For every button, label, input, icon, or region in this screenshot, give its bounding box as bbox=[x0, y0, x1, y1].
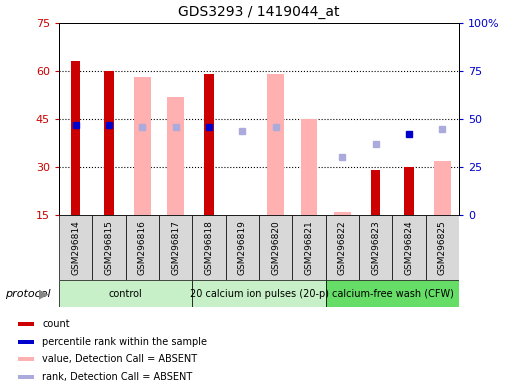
Text: GSM296824: GSM296824 bbox=[405, 220, 413, 275]
Text: control: control bbox=[109, 289, 143, 299]
Bar bbox=[404, 167, 414, 215]
Bar bbox=[71, 61, 81, 215]
Bar bbox=[434, 161, 451, 215]
Bar bbox=[192, 215, 226, 280]
Bar bbox=[17, 340, 34, 344]
Text: GSM296825: GSM296825 bbox=[438, 220, 447, 275]
Bar bbox=[92, 215, 126, 280]
Bar bbox=[17, 357, 34, 361]
Text: GSM296820: GSM296820 bbox=[271, 220, 280, 275]
Bar bbox=[226, 215, 259, 280]
Text: GSM296823: GSM296823 bbox=[371, 220, 380, 275]
Text: calcium-free wash (CFW): calcium-free wash (CFW) bbox=[331, 289, 453, 299]
Text: GSM296815: GSM296815 bbox=[105, 220, 113, 275]
Title: GDS3293 / 1419044_at: GDS3293 / 1419044_at bbox=[179, 5, 340, 19]
Bar bbox=[359, 215, 392, 280]
Bar bbox=[159, 215, 192, 280]
Bar bbox=[134, 78, 151, 215]
Text: count: count bbox=[42, 319, 70, 329]
Bar bbox=[17, 375, 34, 379]
Text: ▶: ▶ bbox=[39, 287, 48, 300]
Bar bbox=[334, 212, 351, 215]
Bar bbox=[326, 280, 459, 307]
Bar bbox=[17, 322, 34, 326]
Bar bbox=[267, 74, 284, 215]
Bar bbox=[292, 215, 326, 280]
Bar bbox=[126, 215, 159, 280]
Text: GSM296814: GSM296814 bbox=[71, 220, 80, 275]
Bar bbox=[326, 215, 359, 280]
Text: value, Detection Call = ABSENT: value, Detection Call = ABSENT bbox=[42, 354, 198, 364]
Bar bbox=[59, 280, 192, 307]
Bar bbox=[392, 215, 426, 280]
Bar bbox=[192, 280, 326, 307]
Bar bbox=[167, 97, 184, 215]
Bar bbox=[104, 71, 114, 215]
Text: percentile rank within the sample: percentile rank within the sample bbox=[42, 337, 207, 347]
Bar bbox=[59, 215, 92, 280]
Bar bbox=[371, 170, 381, 215]
Text: GSM296821: GSM296821 bbox=[305, 220, 313, 275]
Text: GSM296817: GSM296817 bbox=[171, 220, 180, 275]
Text: GSM296822: GSM296822 bbox=[338, 220, 347, 275]
Text: GSM296819: GSM296819 bbox=[238, 220, 247, 275]
Text: 20 calcium ion pulses (20-p): 20 calcium ion pulses (20-p) bbox=[190, 289, 328, 299]
Bar bbox=[259, 215, 292, 280]
Text: rank, Detection Call = ABSENT: rank, Detection Call = ABSENT bbox=[42, 372, 192, 382]
Text: GSM296816: GSM296816 bbox=[138, 220, 147, 275]
Text: GSM296818: GSM296818 bbox=[205, 220, 213, 275]
Text: protocol: protocol bbox=[5, 289, 51, 299]
Bar bbox=[204, 74, 214, 215]
Bar bbox=[426, 215, 459, 280]
Bar bbox=[301, 119, 318, 215]
